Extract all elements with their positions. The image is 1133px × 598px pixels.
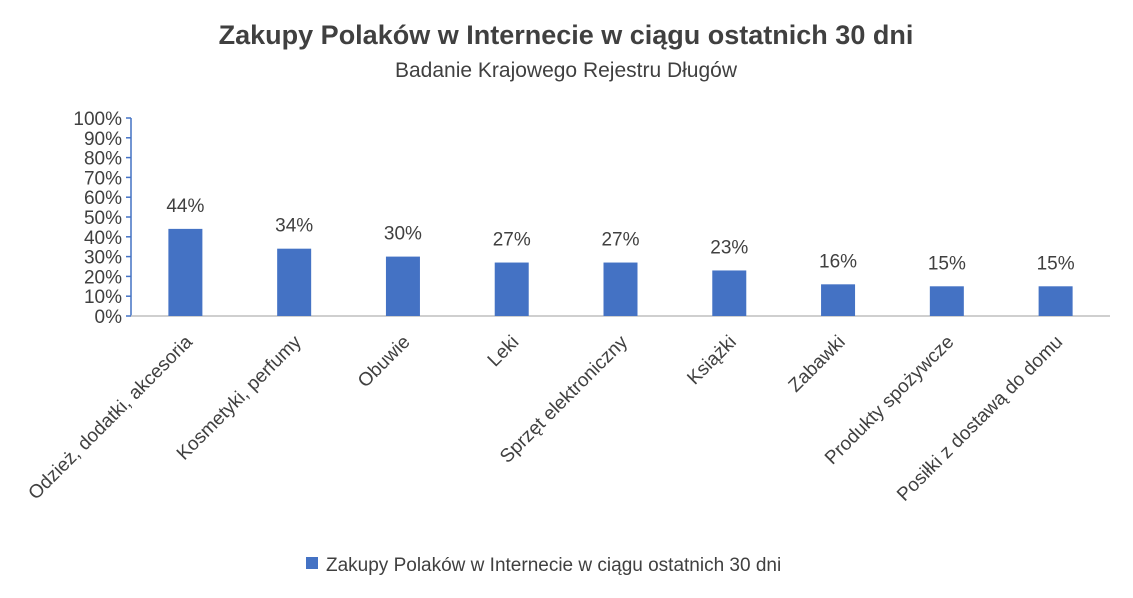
y-tick-label: 0% [95,307,123,328]
data-label: 15% [928,253,966,274]
y-tick-label: 20% [84,267,122,288]
chart-title: Zakupy Polaków w Internecie w ciągu osta… [219,20,914,50]
category-label: Książki [683,332,740,389]
category-label: Leki [484,332,523,371]
data-label: 34% [275,216,313,237]
category-label: Odzież, dodatki, akcesoria [25,331,198,504]
data-label: 23% [710,237,748,258]
legend-label: Zakupy Polaków w Internecie w ciągu osta… [326,555,781,576]
y-tick-label: 40% [84,228,122,249]
bar [494,262,529,316]
legend: Zakupy Polaków w Internecie w ciągu osta… [306,555,781,576]
y-tick-label: 80% [84,149,122,170]
data-label: 15% [1037,253,1075,274]
bar-series: 44% 34% 30% 27% 27% 23% 16% 15% 15% [166,196,1075,316]
bar [385,256,420,316]
data-label: 27% [601,230,639,251]
data-label: 30% [384,224,422,245]
y-tick-label: 10% [84,287,122,308]
data-label: 16% [819,251,857,272]
y-tick-label: 30% [84,248,122,269]
bar [168,228,203,316]
chart-subtitle: Badanie Krajowego Rejestru Długów [395,59,738,82]
data-label: 27% [493,230,531,251]
bar [1038,286,1073,316]
bar [603,262,638,316]
y-tick-label: 70% [84,168,122,189]
y-tick-label: 100% [73,109,122,130]
y-tick-label: 60% [84,188,122,209]
data-label: 44% [166,196,204,217]
category-label: Obuwie [354,332,414,392]
category-label: Kosmetyki, perfumy [173,331,306,464]
legend-swatch [306,557,318,569]
category-label: Zabawki [785,332,850,397]
bar [712,270,747,316]
bar [821,284,856,316]
bar [929,286,964,316]
y-axis: 0%10%20%30%40%50%60%70%80%90%100% [73,109,132,328]
y-tick-label: 90% [84,129,122,150]
y-tick-label: 50% [84,208,122,229]
bar [277,248,312,316]
